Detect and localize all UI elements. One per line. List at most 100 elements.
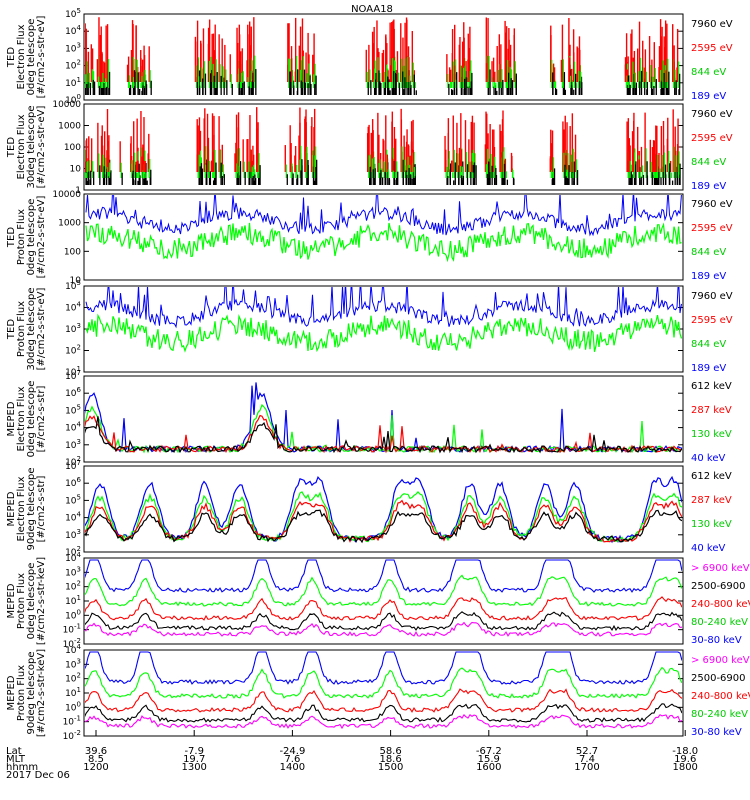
panel-frame: [83, 649, 684, 737]
x-column-value: -24.9: [279, 746, 305, 757]
y-axis-label-line: [#/cm2-s-str-eV]: [36, 106, 47, 189]
y-tick-label: 105: [65, 493, 81, 506]
legend-entry: 2595 eV: [691, 223, 733, 234]
x-row-label: 2017 Dec 06: [6, 770, 70, 781]
x-column-value: 1300: [181, 762, 206, 773]
series-trace: [85, 596, 682, 621]
legend-entry: 2500-6900: [691, 673, 746, 684]
legend-entry: 240-800 keV: [691, 599, 750, 610]
y-axis-label-line: 30deg telescope: [26, 287, 37, 370]
y-axis-label-line: [#/cm2-s-str]: [36, 385, 47, 452]
legend-entry: 2595 eV: [691, 133, 733, 144]
y-axis-label-line: [#/cm2-s-str-eV]: [36, 196, 47, 279]
y-tick-label: 101: [65, 686, 81, 699]
legend-entry: 287 keV: [691, 495, 732, 506]
y-tick-label: 102: [65, 455, 81, 468]
y-axis-label-line: Proton Flux: [16, 209, 27, 265]
y-tick-label: 10000: [52, 100, 81, 110]
legend-entry: 189 eV: [691, 181, 726, 192]
y-tick-label: 103: [65, 438, 81, 451]
x-row-label: Lat: [6, 746, 22, 757]
legend-entry: 844 eV: [691, 157, 726, 168]
panel-5: 102 103 104 105 106 107 MEPED Electron Flux 0deg…: [6, 369, 732, 468]
panel-frame: [83, 193, 684, 281]
y-axis-label-line: 0deg telescope: [26, 199, 37, 276]
x-column-value: 7.4: [579, 754, 595, 765]
legend-entry: 7960 eV: [691, 19, 733, 30]
series-trace: [85, 574, 682, 607]
y-tick-label: 102: [65, 672, 81, 685]
series-trace: [85, 509, 682, 544]
series-trace: [85, 490, 682, 543]
y-tick-label: 103: [65, 657, 81, 670]
x-column-value: 1600: [476, 762, 501, 773]
data-traces: [85, 382, 682, 454]
data-traces: [85, 475, 682, 544]
data-traces: [85, 287, 682, 353]
y-tick-label: 102: [65, 580, 81, 593]
y-tick-label: 104: [65, 24, 81, 37]
data-traces: [85, 107, 681, 185]
panel-1: 100 101 102 103 104 105 TED Electron Flux 0deg t…: [6, 7, 733, 106]
y-axis-label-line: TED: [6, 319, 17, 340]
x-column-value: 1700: [574, 762, 599, 773]
y-tick-label: 105: [65, 279, 81, 292]
x-column-value: 58.6: [379, 746, 401, 757]
x-row-label: hhmm: [6, 762, 38, 773]
legend-entry: 844 eV: [691, 247, 726, 258]
x-column-value: 39.6: [85, 746, 107, 757]
data-traces: [85, 195, 682, 263]
y-tick-label: 105: [65, 7, 81, 20]
x-column-value: -67.2: [476, 746, 502, 757]
y-axis-label-line: TED: [6, 137, 17, 158]
y-axis-label-line: Proton Flux: [16, 573, 27, 629]
x-column-value: 1200: [83, 762, 108, 773]
x-row-label: MLT: [6, 754, 26, 765]
legend-entry: 40 keV: [691, 453, 725, 464]
data-traces: [85, 17, 681, 95]
chart-title: NOAA18: [351, 4, 393, 15]
panel-frame: [83, 13, 684, 101]
legend-entry: 2595 eV: [691, 315, 733, 326]
y-tick-label: 104: [65, 301, 81, 314]
y-axis-label-line: [#/cm2-s-str-eV]: [36, 288, 47, 371]
y-tick-label: 105: [65, 403, 81, 416]
y-tick-label: 10: [70, 165, 82, 175]
y-axis-label-line: 0deg telescope: [26, 381, 37, 458]
y-tick-label: 101: [65, 365, 81, 378]
legend-entry: 7960 eV: [691, 109, 733, 120]
panel-3: 10 100 1000 10000 TED Proton Flux 0deg telesco…: [6, 190, 733, 286]
y-axis-label-line: MEPED: [6, 491, 17, 526]
y-tick-label: 103: [65, 528, 81, 541]
legend-entry: 240-800 keV: [691, 691, 750, 702]
y-tick-label: 10: [70, 276, 82, 286]
y-tick-label: 102: [65, 344, 81, 357]
legend-entry: 7960 eV: [691, 291, 733, 302]
y-tick-label: 104: [65, 511, 81, 524]
legend-entry: 7960 eV: [691, 199, 733, 210]
x-column-value: -7.9: [184, 746, 204, 757]
blue-trace: [85, 287, 682, 329]
x-column-value: 1500: [378, 762, 403, 773]
y-axis-label-line: [#/cm2-s-str]: [36, 475, 47, 542]
legend-entry: 40 keV: [691, 543, 725, 554]
legend-entry: 80-240 keV: [691, 617, 748, 628]
series-trace: [85, 559, 682, 593]
y-axis-label-line: Electron Flux: [16, 24, 27, 89]
y-axis-label-line: Proton Flux: [16, 665, 27, 721]
legend-entry: 80-240 keV: [691, 709, 748, 720]
y-axis-label-line: Electron Flux: [16, 476, 27, 541]
legend-entry: 2595 eV: [691, 43, 733, 54]
panel-frame: [83, 557, 684, 645]
y-axis-label-line: TED: [6, 47, 17, 68]
y-axis-label-line: [#/cm2-s-str-keV]: [36, 557, 47, 645]
legend-entry: 844 eV: [691, 339, 726, 350]
series-trace: [85, 651, 682, 685]
y-tick-label: 10-1: [63, 623, 81, 636]
panel-frame: [83, 465, 684, 553]
y-tick-label: 104: [65, 421, 81, 434]
